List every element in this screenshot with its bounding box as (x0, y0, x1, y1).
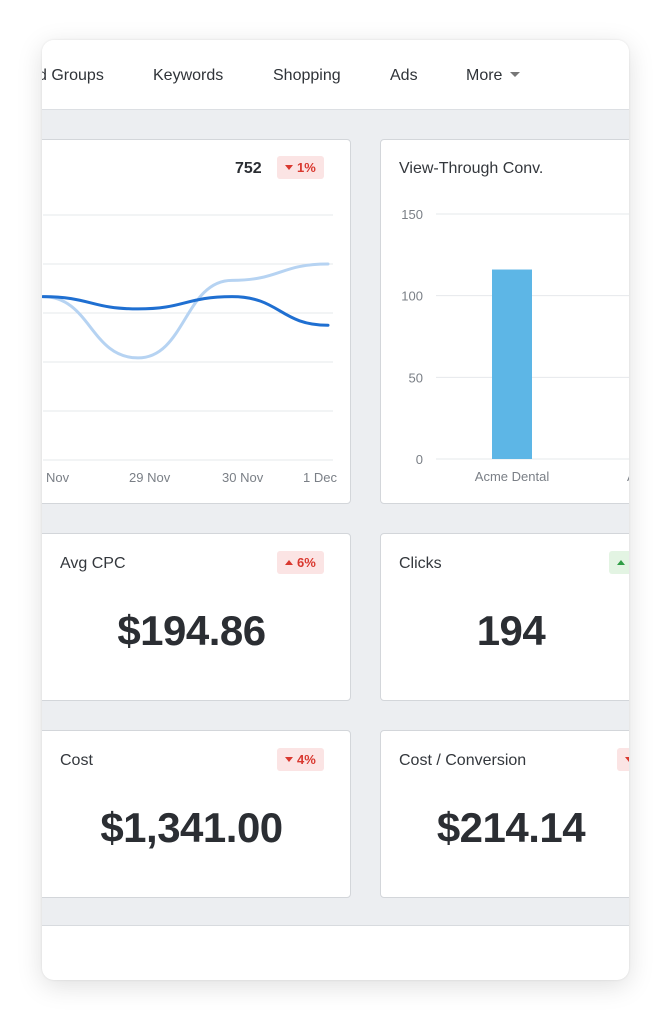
x-tick-label: Nov (46, 470, 70, 485)
change-text: 4% (297, 752, 316, 767)
line-chart: Nov 29 Nov 30 Nov 1 Dec (42, 214, 337, 485)
metric-card-clicks: Clicks 194 (380, 533, 629, 701)
arrow-up-icon (617, 560, 625, 565)
x-tick-label: 29 Nov (129, 470, 171, 485)
series-line (42, 262, 330, 360)
metric-value: 194 (476, 607, 546, 654)
metric-card-cost: Cost 4% $1,341.00 (42, 730, 351, 898)
bar (492, 269, 532, 459)
app-window: d Groups Keywords Shopping Ads More 752 … (42, 40, 629, 980)
tab-shopping[interactable]: Shopping (273, 67, 341, 85)
y-tick-label: 50 (409, 370, 423, 385)
change-text: 6% (297, 555, 316, 570)
y-tick-label: 100 (401, 289, 423, 304)
x-tick-label: 1 Dec (303, 470, 337, 485)
card-title: View-Through Conv. (399, 160, 544, 177)
bar-chart: 0 50 100 150 Acme Dental A (401, 207, 629, 484)
card-title: Clicks (399, 555, 442, 572)
line-chart-card: 752 1% Nov 29 Nov 30 Nov 1 Dec (42, 139, 351, 504)
arrow-up-icon (285, 560, 293, 565)
arrow-down-icon (285, 757, 293, 762)
change-badge (609, 551, 629, 574)
metric-value: $194.86 (117, 607, 266, 654)
tab-label: Ads (390, 67, 418, 84)
change-badge: 6% (277, 551, 324, 574)
change-badge: 4% (277, 748, 324, 771)
metric-value: $214.14 (436, 804, 586, 851)
metric-card-cost-per-conversion: Cost / Conversion $214.14 (380, 730, 629, 898)
metric-value: $1,341.00 (100, 804, 283, 851)
bar-chart-card: View-Through Conv. 0 50 100 150 Acme Dental A (380, 139, 629, 504)
tab-more[interactable]: More (466, 67, 521, 85)
x-tick-label: Acme Dental (475, 469, 550, 484)
y-tick-label: 0 (416, 452, 423, 467)
tab-label: Keywords (153, 67, 224, 84)
y-tick-label: 150 (401, 207, 423, 222)
tab-ads[interactable]: Ads (390, 67, 418, 85)
series-line (42, 295, 330, 327)
report-tabs: d Groups Keywords Shopping Ads More (42, 40, 629, 110)
change-text: 1% (297, 160, 316, 175)
arrow-down-icon (625, 757, 629, 762)
tab-label: d Groups (42, 67, 104, 84)
card-title: Avg CPC (60, 555, 126, 572)
x-tick-label: 30 Nov (222, 470, 264, 485)
change-badge: 1% (277, 156, 324, 179)
change-badge (617, 748, 629, 771)
tab-keywords[interactable]: Keywords (153, 67, 223, 85)
x-tick-label: A (627, 469, 629, 484)
dashboard-content: 752 1% Nov 29 Nov 30 Nov 1 Dec View-Through… (42, 110, 629, 926)
arrow-down-icon (285, 165, 293, 170)
metric-card-avg-cpc: Avg CPC 6% $194.86 (42, 533, 351, 701)
card-title: Cost / Conversion (399, 752, 527, 769)
metric-value: 752 (235, 160, 262, 177)
tab-ad-groups[interactable]: d Groups (42, 67, 104, 85)
card-title: Cost (60, 752, 93, 769)
chevron-down-icon (510, 72, 521, 77)
tab-label: Shopping (273, 67, 341, 84)
tab-label: More (466, 67, 503, 84)
